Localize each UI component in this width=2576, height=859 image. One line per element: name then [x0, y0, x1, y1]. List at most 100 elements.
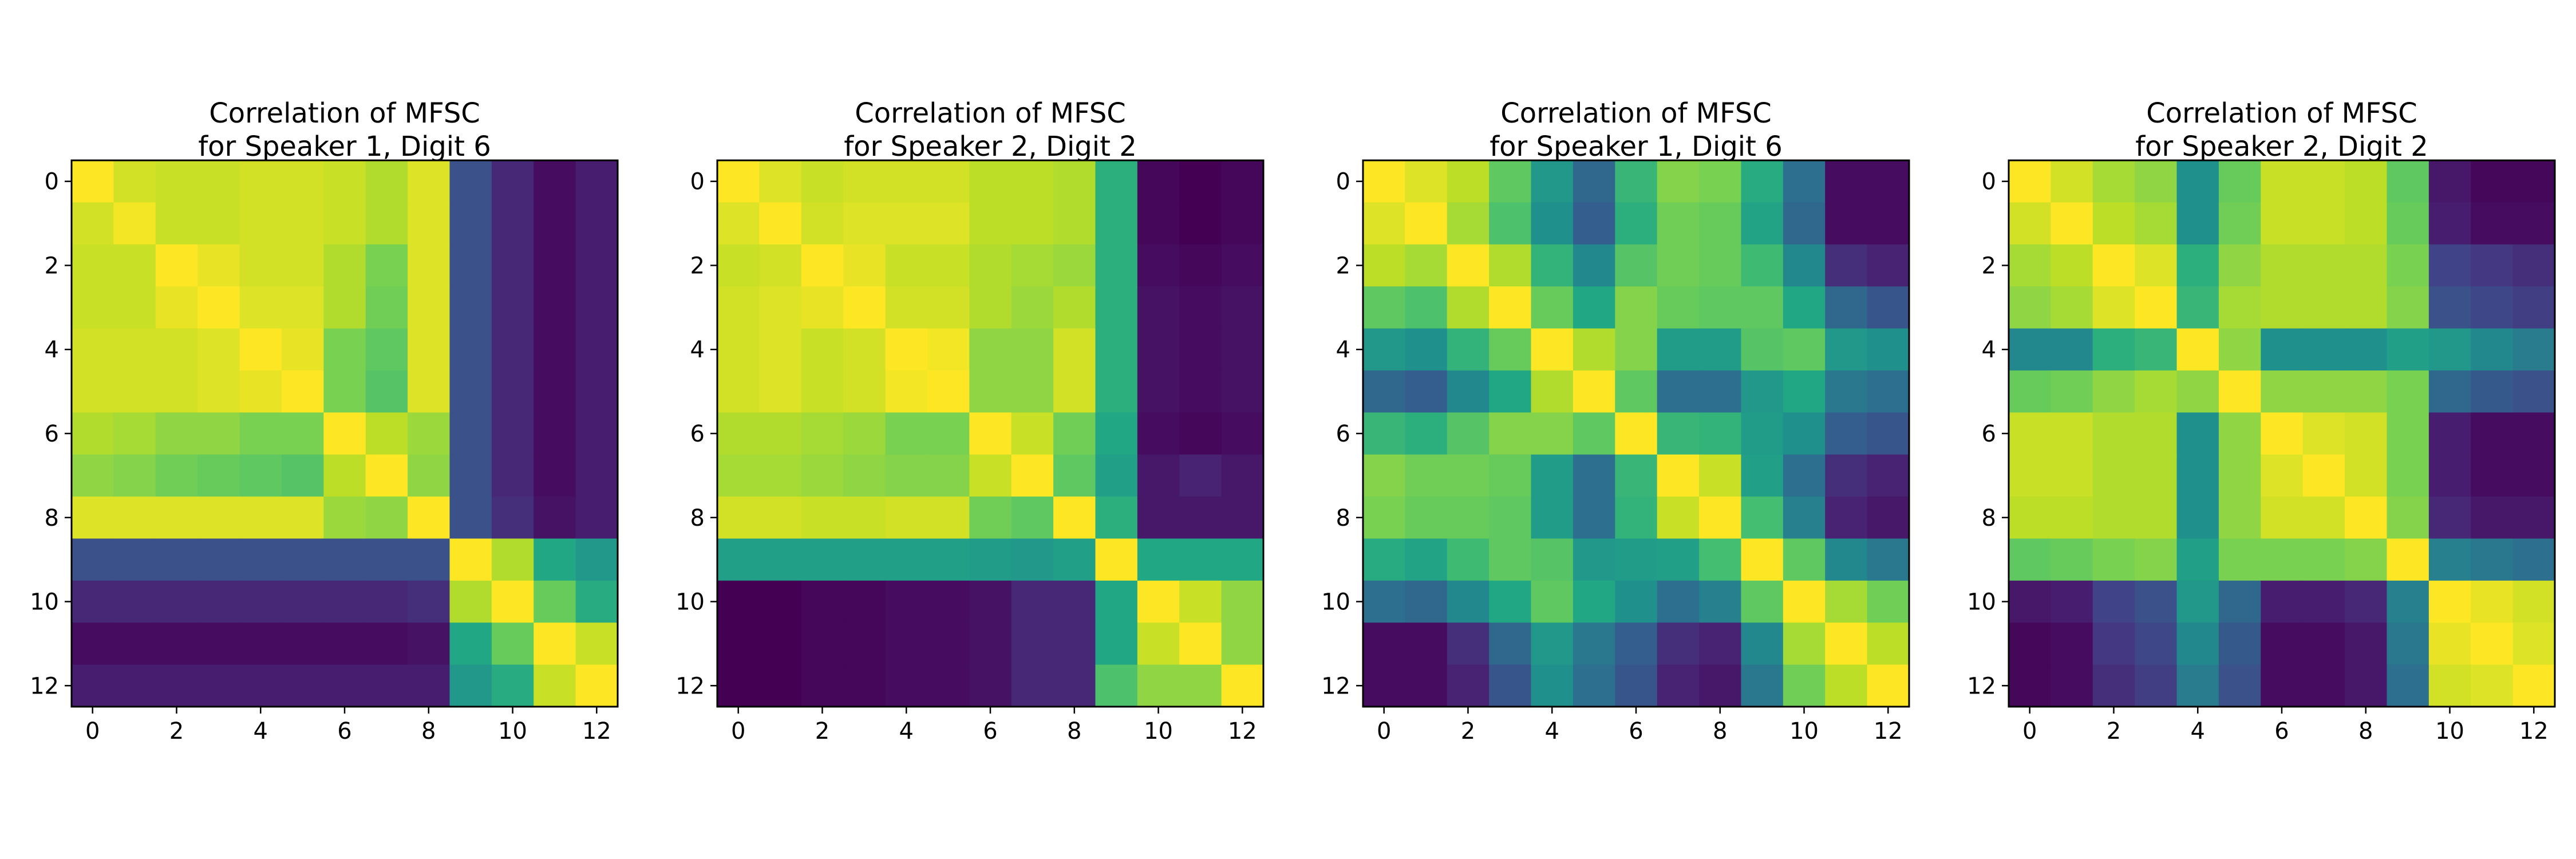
heatmap-cell: [885, 622, 928, 665]
panel-title-line-1: Correlation of MFSC: [855, 97, 1126, 129]
heatmap-cell: [1447, 286, 1490, 329]
heatmap-cell: [1783, 244, 1826, 287]
heatmap-cell: [408, 664, 451, 707]
heatmap-cell: [1573, 370, 1615, 413]
heatmap-cell: [155, 370, 198, 413]
heatmap-cell: [1657, 202, 1700, 245]
heatmap-cell: [2302, 580, 2345, 623]
heatmap-cell: [113, 286, 156, 329]
heatmap-cell: [1221, 370, 1264, 413]
heatmap-cell: [1489, 244, 1532, 287]
heatmap-cell: [2261, 244, 2304, 287]
x-tick-label: 10: [498, 718, 527, 744]
heatmap-cell: [113, 412, 156, 455]
heatmap-cell: [1867, 497, 1910, 539]
heatmap-panel-2: Correlation of MFSC for Speaker 2, Digit…: [675, 97, 1265, 744]
heatmap-cell: [1095, 622, 1138, 665]
x-tick-label: 12: [1228, 718, 1257, 744]
heatmap-cell: [717, 454, 760, 497]
y-tick-label: 0: [1982, 169, 1996, 195]
heatmap-cell: [801, 580, 844, 623]
heatmap-cell: [239, 160, 282, 203]
heatmap-cell: [1783, 412, 1826, 455]
heatmap-cell: [1179, 370, 1222, 413]
heatmap-cell: [1783, 328, 1826, 371]
heatmap-cell: [323, 202, 366, 245]
heatmap-cell: [2387, 622, 2429, 665]
heatmap-cell: [155, 202, 198, 245]
heatmap-cell: [2345, 328, 2388, 371]
heatmap-cell: [1363, 497, 1405, 539]
heatmap-cell: [1531, 286, 1574, 329]
heatmap-cell: [1615, 538, 1658, 581]
heatmap-cell: [575, 622, 618, 665]
heatmap-cell: [801, 160, 844, 203]
heatmap-cell: [2176, 412, 2219, 455]
heatmap-cell: [1615, 580, 1658, 623]
heatmap-cell: [2135, 454, 2178, 497]
heatmap-cell: [2009, 160, 2051, 203]
y-tick-label: 10: [675, 589, 705, 616]
heatmap-cell: [239, 454, 282, 497]
heatmap-cell: [408, 497, 451, 539]
heatmap-cell: [2302, 328, 2345, 371]
heatmap-cell: [1741, 370, 1784, 413]
heatmap-cell: [969, 538, 1012, 581]
y-tick-label: 4: [1336, 337, 1350, 363]
heatmap-cell: [1825, 370, 1868, 413]
heatmap-cell: [1657, 538, 1700, 581]
heatmap-cell: [239, 328, 282, 371]
heatmap-cell: [885, 160, 928, 203]
heatmap-cell: [2218, 202, 2261, 245]
panel-title-line-2: for Speaker 1, Digit 6: [1490, 131, 1783, 163]
heatmap-cell: [2345, 202, 2388, 245]
heatmap-cell: [1179, 202, 1222, 245]
y-tick-label: 8: [45, 505, 59, 531]
heatmap-cell: [197, 286, 240, 329]
heatmap-cell: [2009, 286, 2051, 329]
heatmap-cell: [239, 412, 282, 455]
x-tick-label: 0: [1377, 718, 1391, 744]
heatmap-cell: [323, 412, 366, 455]
heatmap-cell: [491, 202, 534, 245]
heatmap-cell: [1405, 328, 1448, 371]
y-tick-label: 8: [1336, 505, 1350, 531]
heatmap-cell: [113, 370, 156, 413]
heatmap-cell: [1867, 244, 1910, 287]
y-tick-label: 6: [1982, 421, 1996, 447]
heatmap-cell: [408, 412, 451, 455]
heatmap-cell: [239, 580, 282, 623]
y-axis-ticks: 0 2 4 6 8 10 12: [675, 169, 717, 699]
heatmap-cell: [1053, 580, 1096, 623]
heatmap-cell: [1137, 454, 1180, 497]
heatmap-cell: [1741, 412, 1784, 455]
heatmap-cell: [2512, 454, 2555, 497]
y-tick-label: 8: [1982, 505, 1996, 531]
panel-title-line-2: for Speaker 2, Digit 2: [2135, 131, 2428, 163]
heatmap-cell: [1137, 412, 1180, 455]
heatmap-cell: [534, 286, 576, 329]
heatmap-cell: [1179, 580, 1222, 623]
heatmap-cell: [2428, 370, 2471, 413]
heatmap-cell: [1531, 328, 1574, 371]
heatmap-cell: [239, 664, 282, 707]
heatmap-cell: [1531, 160, 1574, 203]
heatmap-cell: [197, 202, 240, 245]
heatmap-cell: [534, 580, 576, 623]
heatmap-cell: [885, 454, 928, 497]
heatmap-cells: [2009, 160, 2555, 707]
heatmap-cell: [1095, 580, 1138, 623]
heatmap-cell: [281, 202, 324, 245]
heatmap-cell: [575, 538, 618, 581]
heatmap-cell: [1741, 580, 1784, 623]
heatmap-cell: [1741, 286, 1784, 329]
heatmap-cell: [155, 454, 198, 497]
heatmap-cell: [1095, 664, 1138, 707]
y-axis-ticks: 0 2 4 6 8 10 12: [30, 169, 72, 699]
heatmap-cell: [2512, 328, 2555, 371]
panel-title-line-1: Correlation of MFSC: [2146, 97, 2417, 129]
heatmap-cell: [281, 328, 324, 371]
heatmap-cell: [1053, 370, 1096, 413]
heatmap-cell: [365, 244, 408, 287]
heatmap-cell: [1011, 244, 1054, 287]
